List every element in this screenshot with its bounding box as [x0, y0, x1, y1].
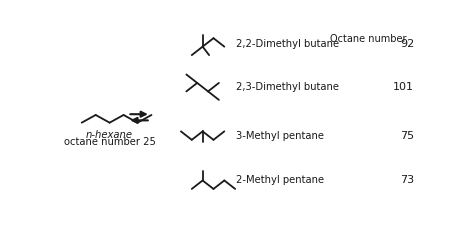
Text: 2,2-Dimethyl butane: 2,2-Dimethyl butane [236, 39, 339, 49]
Text: octane number 25: octane number 25 [64, 137, 155, 147]
Text: 3-Methyl pentane: 3-Methyl pentane [236, 131, 324, 140]
Text: 92: 92 [400, 39, 414, 49]
Text: Octane number: Octane number [330, 34, 406, 44]
Text: 2-Methyl pentane: 2-Methyl pentane [236, 175, 324, 185]
Text: 101: 101 [393, 82, 414, 92]
Text: 2,3-Dimethyl butane: 2,3-Dimethyl butane [236, 82, 339, 92]
Text: 73: 73 [400, 175, 414, 185]
Text: n-hexane: n-hexane [86, 130, 133, 140]
Text: 75: 75 [400, 131, 414, 140]
